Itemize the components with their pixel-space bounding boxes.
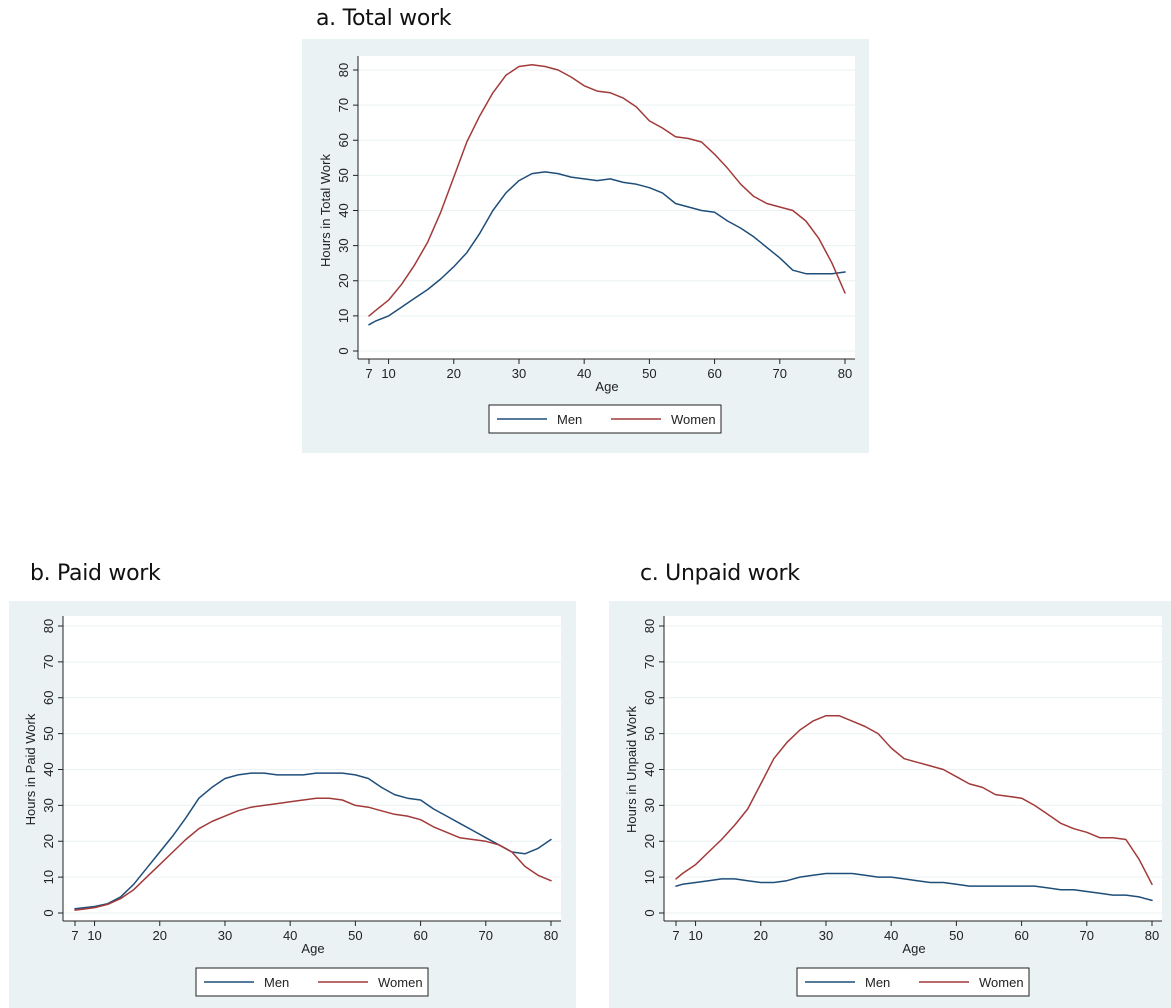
legend-label-b-men: Men <box>264 975 289 990</box>
y-tick-label-b-0: 0 <box>41 909 56 916</box>
x-tick-label-a-20: 20 <box>447 366 461 381</box>
y-tick-label-b-30: 30 <box>41 798 56 812</box>
y-tick-label-b-60: 60 <box>41 691 56 705</box>
series-line-b-women <box>74 797 552 911</box>
series-line-c-women <box>675 714 1153 886</box>
plot-area-c <box>664 616 1162 921</box>
x-tick-label-c-60: 60 <box>1014 928 1028 943</box>
y-axis-title-b: Hours in Paid Work <box>23 713 38 825</box>
y-tick-label-a-30: 30 <box>336 238 351 252</box>
panel-title-c: c. Unpaid work <box>640 561 800 586</box>
y-tick-label-b-50: 50 <box>41 726 56 740</box>
y-tick-label-b-20: 20 <box>41 834 56 848</box>
y-tick-label-c-20: 20 <box>642 834 657 848</box>
y-tick-label-a-40: 40 <box>336 203 351 217</box>
y-tick-label-c-60: 60 <box>642 691 657 705</box>
x-tick-label-c-30: 30 <box>819 928 833 943</box>
y-tick-label-c-50: 50 <box>642 726 657 740</box>
y-tick-label-c-40: 40 <box>642 762 657 776</box>
y-tick-label-a-70: 70 <box>336 98 351 112</box>
y-tick-label-b-10: 10 <box>41 870 56 884</box>
y-axis-title-c: Hours in Unpaid Work <box>624 706 639 833</box>
legend-label-b-women: Women <box>378 975 423 990</box>
y-tick-label-c-80: 80 <box>642 619 657 633</box>
y-tick-label-a-0: 0 <box>336 347 351 354</box>
x-tick-label-c-10: 10 <box>688 928 702 943</box>
x-tick-label-a-80: 80 <box>838 366 852 381</box>
x-tick-label-b-20: 20 <box>153 928 167 943</box>
x-tick-label-a-7: 7 <box>365 366 372 381</box>
legend-label-c-men: Men <box>865 975 890 990</box>
x-tick-label-a-60: 60 <box>707 366 721 381</box>
x-tick-label-a-30: 30 <box>512 366 526 381</box>
x-tick-label-a-10: 10 <box>381 366 395 381</box>
x-tick-label-a-70: 70 <box>773 366 787 381</box>
x-tick-label-b-50: 50 <box>348 928 362 943</box>
x-tick-label-a-50: 50 <box>642 366 656 381</box>
y-axis-title-a: Hours in Total Work <box>318 154 333 267</box>
legend-label-a-women: Women <box>671 412 716 427</box>
series-line-b-men <box>74 772 552 910</box>
y-tick-label-c-0: 0 <box>642 909 657 916</box>
x-tick-label-b-30: 30 <box>218 928 232 943</box>
x-tick-label-c-7: 7 <box>672 928 679 943</box>
y-tick-label-a-50: 50 <box>336 168 351 182</box>
y-tick-label-a-80: 80 <box>336 63 351 77</box>
legend-label-c-women: Women <box>979 975 1024 990</box>
y-tick-label-b-40: 40 <box>41 762 56 776</box>
y-tick-label-b-70: 70 <box>41 655 56 669</box>
x-tick-label-c-80: 80 <box>1145 928 1159 943</box>
x-tick-label-b-7: 7 <box>71 928 78 943</box>
y-tick-label-a-10: 10 <box>336 309 351 323</box>
x-tick-label-c-40: 40 <box>884 928 898 943</box>
x-tick-label-b-60: 60 <box>413 928 427 943</box>
series-line-c-men <box>675 872 1153 902</box>
x-tick-label-b-70: 70 <box>479 928 493 943</box>
x-tick-label-a-40: 40 <box>577 366 591 381</box>
x-tick-label-c-20: 20 <box>754 928 768 943</box>
x-tick-label-b-80: 80 <box>544 928 558 943</box>
series-line-a-men <box>368 171 846 326</box>
y-tick-label-b-80: 80 <box>41 619 56 633</box>
x-axis-title-a: Age <box>595 379 618 394</box>
series-line-a-women <box>368 63 846 317</box>
x-axis-title-c: Age <box>902 941 925 956</box>
y-tick-label-c-10: 10 <box>642 870 657 884</box>
x-tick-label-c-50: 50 <box>949 928 963 943</box>
plot-area-a <box>358 56 855 359</box>
panel-title-b: b. Paid work <box>30 561 161 586</box>
y-tick-label-a-60: 60 <box>336 133 351 147</box>
y-tick-label-c-70: 70 <box>642 655 657 669</box>
y-tick-label-c-30: 30 <box>642 798 657 812</box>
panel-title-a: a. Total work <box>316 6 452 31</box>
x-tick-label-b-40: 40 <box>283 928 297 943</box>
y-tick-label-a-20: 20 <box>336 274 351 288</box>
legend-label-a-men: Men <box>557 412 582 427</box>
x-tick-label-b-10: 10 <box>87 928 101 943</box>
x-axis-title-b: Age <box>301 941 324 956</box>
x-tick-label-c-70: 70 <box>1080 928 1094 943</box>
